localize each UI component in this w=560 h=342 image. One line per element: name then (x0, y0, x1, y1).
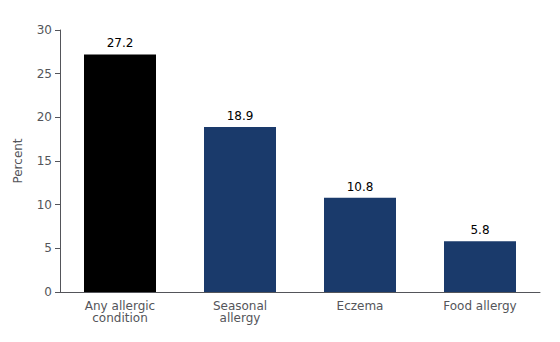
svg-text:25: 25 (37, 67, 52, 81)
svg-text:0: 0 (44, 285, 52, 299)
svg-text:Eczema: Eczema (337, 299, 384, 313)
svg-text:10.8: 10.8 (347, 180, 374, 194)
svg-text:18.9: 18.9 (227, 109, 254, 123)
svg-text:10: 10 (37, 198, 52, 212)
svg-text:5: 5 (44, 241, 52, 255)
svg-text:Seasonal: Seasonal (212, 299, 268, 313)
svg-text:30: 30 (37, 23, 52, 37)
svg-text:Food allergy: Food allergy (443, 299, 516, 313)
svg-text:allergy: allergy (220, 311, 261, 325)
svg-text:27.2: 27.2 (107, 36, 134, 50)
svg-text:Percent: Percent (11, 138, 25, 183)
svg-text:condition: condition (92, 311, 147, 325)
svg-text:5.8: 5.8 (470, 223, 489, 237)
svg-text:Any allergic: Any allergic (84, 299, 156, 313)
svg-text:20: 20 (37, 110, 52, 124)
svg-text:15: 15 (37, 154, 52, 168)
